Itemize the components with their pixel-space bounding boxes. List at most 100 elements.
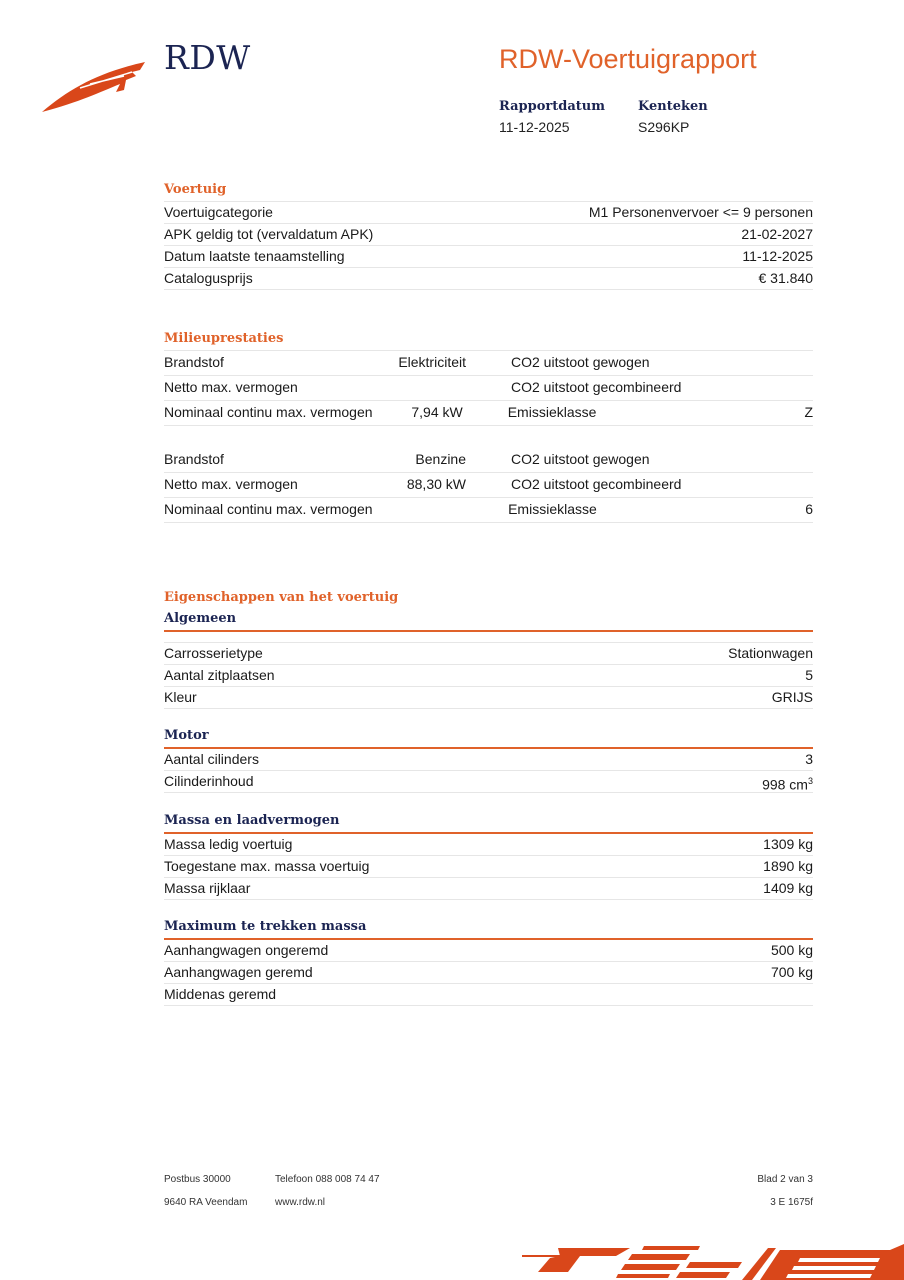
row-label: Nominaal continu max. vermogen — [164, 404, 373, 420]
table-row: Middenas geremd — [164, 983, 813, 1006]
footer-city: 9640 RA Veendam — [164, 1197, 248, 1208]
row-value: M1 Personenvervoer <= 9 personen — [588, 204, 813, 220]
value-text: 1309 kg — [763, 836, 813, 852]
row-value — [392, 498, 463, 522]
footer-code: 3 E 1675f — [770, 1197, 813, 1208]
milieu-table-1: Brandstof Elektriciteit CO2 uitstoot gewog… — [164, 350, 813, 426]
table-row: Aanhangwagen geremd 700 kg — [164, 961, 813, 983]
row-label: Aantal zitplaatsen — [164, 667, 275, 683]
milieu-table-2: Brandstof Benzine CO2 uitstoot gewogen Nett… — [164, 448, 813, 523]
table-row: Aantal cilinders 3 — [164, 749, 813, 770]
section-title-milieu: Milieuprestaties — [164, 331, 284, 346]
row-value: 5 — [805, 665, 813, 686]
row-value — [811, 351, 813, 375]
row-label: CO2 uitstoot gewogen — [511, 451, 650, 467]
table-row: Netto max. vermogen 88,30 kW CO2 uitstoot … — [164, 473, 813, 498]
group-table: Carrosserietype Stationwagen Aantal zitpla… — [164, 630, 813, 709]
row-value: Elektriciteit — [398, 354, 466, 370]
row-label: CO2 uitstoot gecombineerd — [511, 379, 682, 395]
table-row: Aanhangwagen ongeremd 500 kg — [164, 940, 813, 961]
group-title: Algemeen — [164, 611, 237, 626]
row-value: € 31.840 — [758, 270, 814, 286]
rdw-logo-text: RDW — [164, 38, 251, 77]
section-title-voertuig: Voertuig — [164, 182, 227, 197]
row-value: 1890 kg — [763, 856, 813, 877]
row-label: Brandstof — [164, 354, 224, 370]
row-label: Carrosserietype — [164, 645, 263, 661]
footer-postbus: Postbus 30000 — [164, 1174, 231, 1185]
value-text: GRIJS — [771, 689, 813, 705]
row-value — [394, 376, 466, 400]
footer-phone: Telefoon 088 008 74 47 — [275, 1174, 380, 1185]
row-label: Middenas geremd — [164, 986, 277, 1002]
row-value: Benzine — [415, 451, 466, 467]
row-label: Aantal cilinders — [164, 751, 259, 767]
row-label: CO2 uitstoot gecombineerd — [511, 476, 682, 492]
row-value: 1309 kg — [763, 834, 813, 855]
row-label: Catalogusprijs — [164, 270, 253, 286]
table-row: Nominaal continu max. vermogen 7,94 kW Emi… — [164, 401, 813, 426]
table-row: Massa ledig voertuig 1309 kg — [164, 834, 813, 855]
group-title: Maximum te trekken massa — [164, 919, 367, 934]
group-title: Motor — [164, 728, 209, 743]
rdw-feather-logo-icon — [42, 62, 145, 112]
row-value: 6 — [805, 501, 813, 517]
footer-website-link[interactable]: www.rdw.nl — [275, 1197, 326, 1208]
group-title: Massa en laadvermogen — [164, 813, 340, 828]
row-label: Emissieklasse — [508, 501, 597, 517]
row-label: Netto max. vermogen — [164, 476, 298, 492]
table-row: APK geldig tot (vervaldatum APK) 21-02-20… — [164, 223, 813, 245]
value-text: Stationwagen — [728, 645, 813, 661]
voertuig-table: Voertuigcategorie M1 Personenvervoer <= 9… — [164, 201, 813, 290]
row-value — [811, 473, 813, 497]
value-text: 1890 kg — [763, 858, 813, 874]
row-value: Stationwagen — [728, 643, 813, 664]
row-value: GRIJS — [772, 687, 813, 708]
row-label: Netto max. vermogen — [164, 379, 298, 395]
table-row: Brandstof Benzine CO2 uitstoot gewogen — [164, 448, 813, 473]
row-label: Toegestane max. massa voertuig — [164, 858, 370, 874]
footer-page-number: Blad 2 van 3 — [757, 1174, 813, 1185]
row-label: Massa ledig voertuig — [164, 836, 293, 852]
row-label: Nominaal continu max. vermogen — [164, 501, 373, 517]
row-label: Brandstof — [164, 451, 224, 467]
page-title: RDW-Voertuigrapport — [499, 44, 757, 74]
row-label: Voertuigcategorie — [164, 204, 273, 220]
row-label: Aanhangwagen geremd — [164, 964, 313, 980]
row-value: 11-12-2025 — [742, 248, 813, 264]
row-value: 700 kg — [771, 962, 813, 983]
table-row: Catalogusprijs € 31.840 — [164, 267, 813, 290]
row-label: Datum laatste tenaamstelling — [164, 248, 345, 264]
row-value — [811, 448, 813, 472]
row-label: Emissieklasse — [507, 404, 597, 420]
section-title-eigenschappen: Eigenschappen van het voertuig — [164, 590, 399, 605]
value-text: 5 — [805, 667, 813, 683]
row-label: Aanhangwagen ongeremd — [164, 942, 329, 958]
group-table: Aanhangwagen ongeremd 500 kg Aanhangwagen … — [164, 938, 813, 1006]
row-value: 500 kg — [771, 940, 813, 961]
table-row: Brandstof Elektriciteit CO2 uitstoot gewog… — [164, 351, 813, 376]
rdw-stripes-decoration-icon — [522, 1244, 904, 1280]
table-row: Datum laatste tenaamstelling 11-12-2025 — [164, 245, 813, 267]
row-value — [811, 376, 813, 400]
table-row: Nominaal continu max. vermogen Emissiekla… — [164, 498, 813, 523]
unit-superscript: 3 — [807, 776, 813, 786]
group-table: Massa ledig voertuig 1309 kg Toegestane ma… — [164, 832, 813, 900]
table-row: Aantal zitplaatsen 5 — [164, 664, 813, 686]
report-date: 11-12-2025 — [499, 119, 570, 135]
table-row: Toegestane max. massa voertuig 1890 kg — [164, 855, 813, 877]
value-text: 500 kg — [770, 942, 813, 958]
row-label: Cilinderinhoud — [164, 773, 254, 789]
value-text: 3 — [805, 751, 813, 767]
value-text: 1409 kg — [763, 880, 813, 896]
table-row: Cilinderinhoud 998 cm3 — [164, 770, 813, 793]
table-row: Kleur GRIJS — [164, 686, 813, 709]
value-text: 998 cm — [762, 776, 808, 793]
row-label: APK geldig tot (vervaldatum APK) — [164, 226, 374, 242]
row-value: 21-02-2027 — [741, 226, 813, 242]
row-value: 7,94 kW — [411, 404, 463, 420]
row-value: 88,30 kW — [406, 476, 466, 492]
group-table: Aantal cilinders 3 Cilinderinhoud 998 cm3 — [164, 747, 813, 793]
report-date-label: Rapportdatum — [499, 99, 605, 114]
